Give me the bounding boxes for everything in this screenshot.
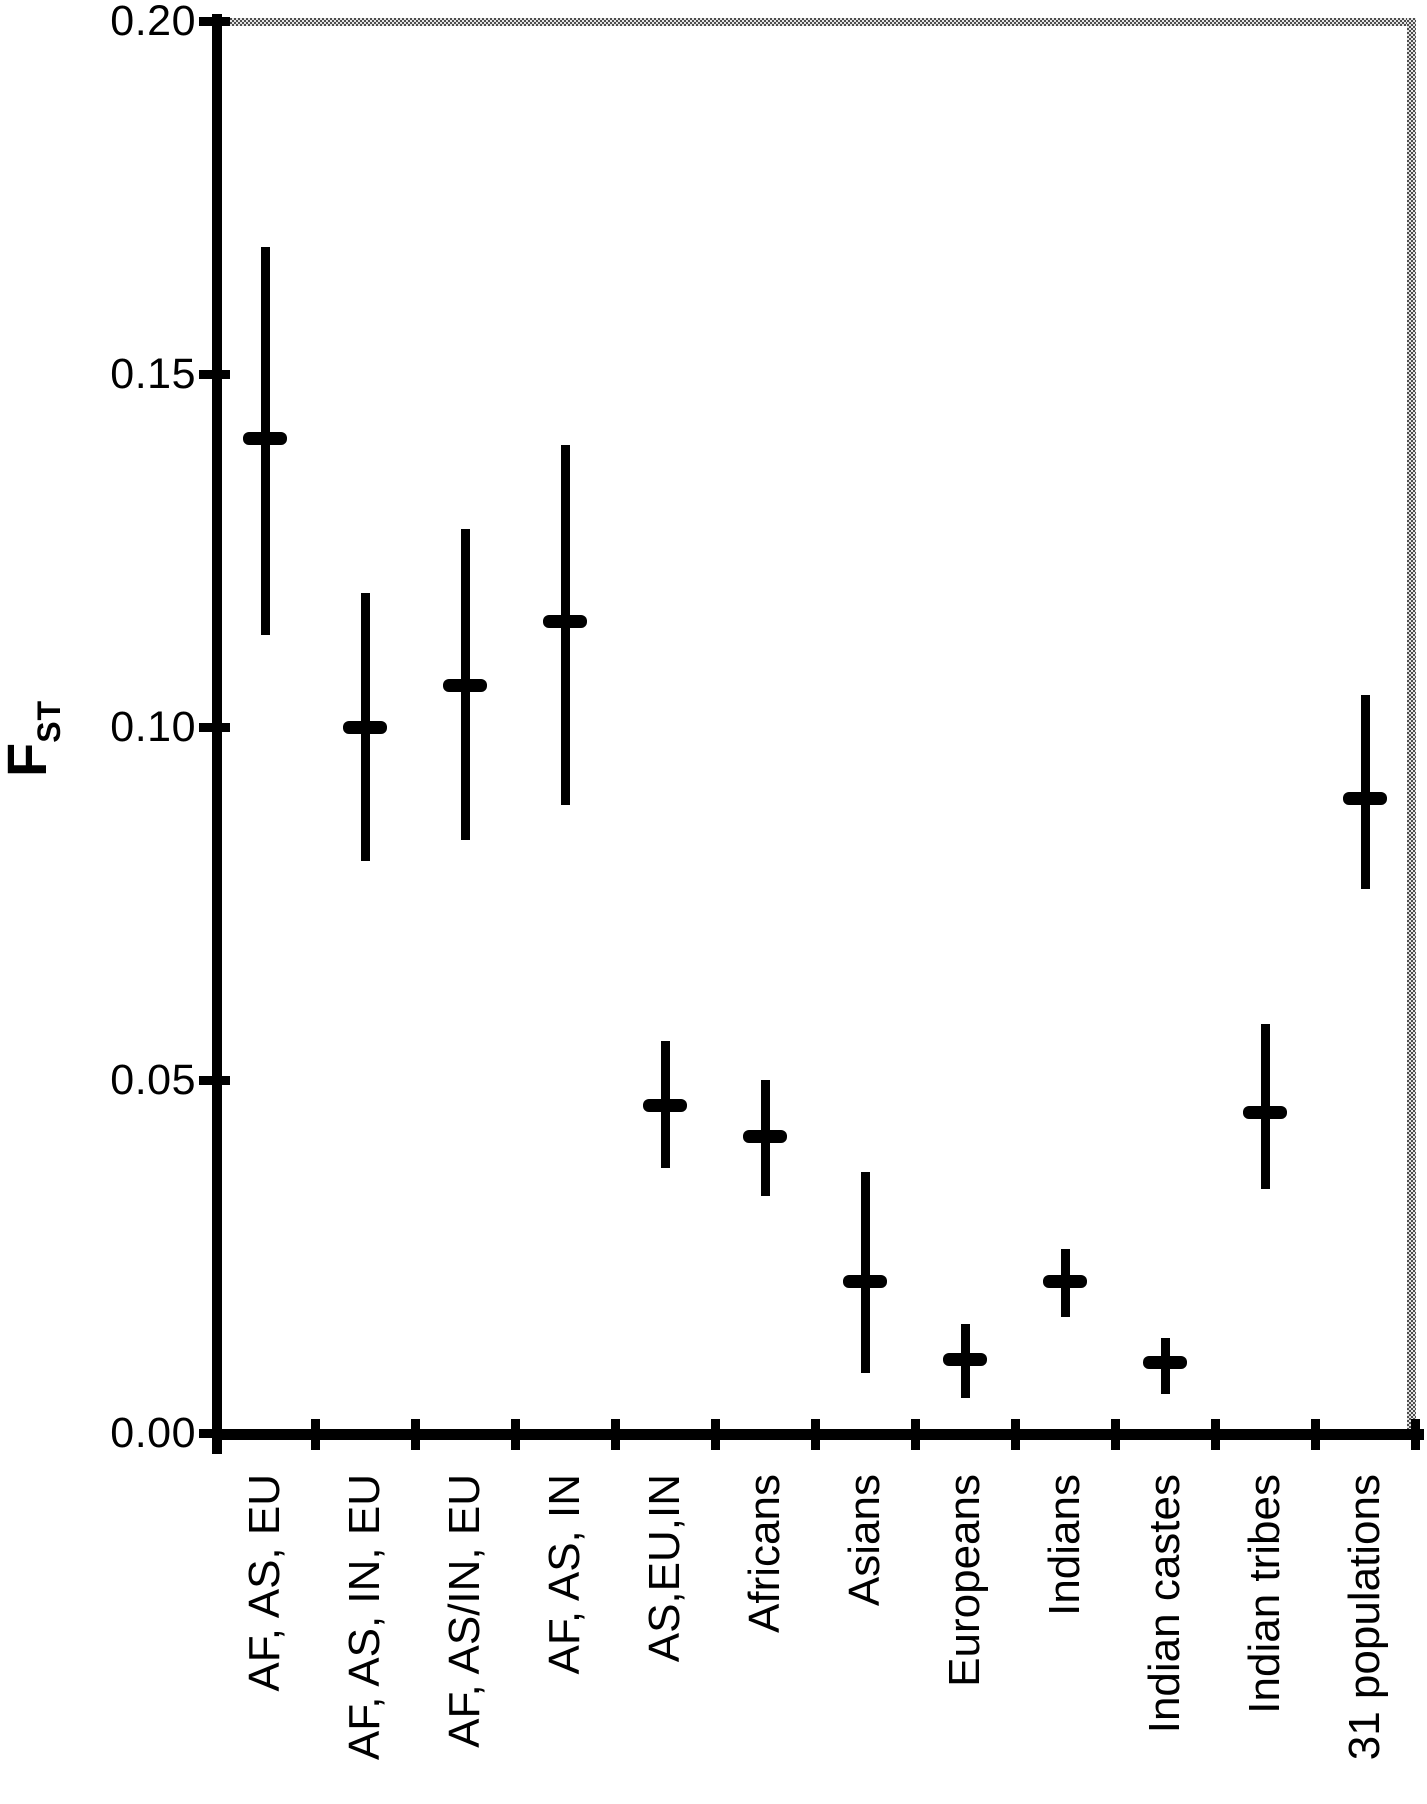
x-category-label: AF, AS/IN, EU xyxy=(440,1474,489,1748)
x-category-label: AF, AS, EU xyxy=(240,1474,289,1692)
y-tick-label: 0.00 xyxy=(110,1409,196,1457)
y-axis-title: FST xyxy=(0,607,67,777)
x-tick-mark xyxy=(1111,1419,1120,1450)
x-tick-mark xyxy=(1211,1419,1220,1450)
x-tick-mark xyxy=(311,1419,320,1450)
y-tick-mark xyxy=(199,370,230,379)
x-tick-mark xyxy=(711,1419,720,1450)
point-marker xyxy=(443,678,487,692)
x-category-label: Asians xyxy=(840,1474,889,1607)
point-marker xyxy=(1343,791,1387,805)
x-category-label: AF, AS, IN, EU xyxy=(340,1474,389,1761)
point-marker xyxy=(843,1275,887,1289)
x-category-label: AS,EU,IN xyxy=(640,1474,689,1663)
x-category-label: Africans xyxy=(740,1474,789,1633)
x-category-label: 31 populations xyxy=(1340,1474,1389,1761)
plot-right-border xyxy=(1407,18,1416,1432)
x-category-label: AF, AS, IN xyxy=(540,1474,589,1675)
y-tick-label: 0.20 xyxy=(110,0,196,45)
x-tick-mark xyxy=(1011,1419,1020,1450)
point-marker xyxy=(543,615,587,629)
x-tick-mark xyxy=(1311,1419,1320,1450)
x-tick-mark xyxy=(911,1419,920,1450)
x-tick-mark xyxy=(611,1419,620,1450)
point-marker xyxy=(643,1098,687,1112)
x-tick-mark xyxy=(811,1419,820,1450)
y-tick-mark xyxy=(199,1429,230,1438)
x-tick-mark xyxy=(511,1419,520,1450)
x-category-label: Indians xyxy=(1040,1474,1089,1616)
x-tick-mark xyxy=(1411,1419,1420,1450)
plot-top-border xyxy=(216,18,1416,26)
error-bar xyxy=(861,1171,870,1373)
point-marker xyxy=(1143,1356,1187,1370)
x-category-label: Europeans xyxy=(940,1474,989,1687)
point-marker xyxy=(1243,1105,1287,1119)
point-marker xyxy=(343,721,387,734)
y-tick-label: 0.10 xyxy=(110,703,196,751)
point-marker xyxy=(943,1352,987,1366)
y-tick-mark xyxy=(199,1076,230,1085)
y-axis-line xyxy=(212,14,222,1454)
y-tick-label: 0.05 xyxy=(110,1056,196,1104)
x-tick-mark xyxy=(411,1419,420,1450)
point-marker xyxy=(743,1130,787,1144)
y-tick-label: 0.15 xyxy=(110,350,196,398)
point-marker xyxy=(243,431,287,445)
x-category-label: Indian castes xyxy=(1140,1474,1189,1734)
y-tick-mark xyxy=(199,723,230,732)
point-marker xyxy=(1043,1275,1087,1289)
x-category-label: Indian tribes xyxy=(1240,1474,1289,1714)
y-tick-mark xyxy=(199,17,230,26)
